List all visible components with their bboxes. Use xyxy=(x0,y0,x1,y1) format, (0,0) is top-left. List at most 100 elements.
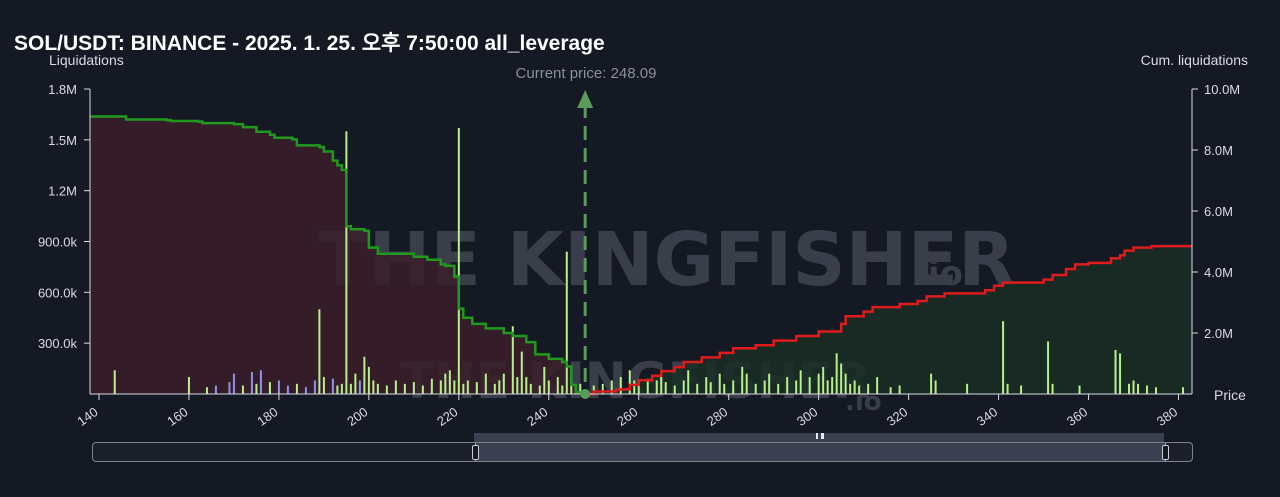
liquidation-bar xyxy=(421,385,424,394)
range-window[interactable] xyxy=(472,443,1169,461)
liquidation-bar xyxy=(723,383,726,394)
x-tick-label: 180 xyxy=(254,404,280,429)
liquidation-bar xyxy=(831,377,834,394)
liquidation-bar xyxy=(1078,385,1081,394)
liquidation-bar xyxy=(304,387,307,394)
liquidation-bar xyxy=(295,383,298,394)
range-grip-icon[interactable] xyxy=(816,433,824,439)
liquidation-bar xyxy=(336,385,339,394)
liquidation-bar xyxy=(777,383,780,394)
chart-title: SOL/USDT: BINANCE - 2025. 1. 25. 오후 7:50… xyxy=(14,32,605,55)
liquidation-bar xyxy=(1182,387,1185,394)
y-right-tick-label: 4.0M xyxy=(1204,265,1233,280)
liquidation-bar xyxy=(763,380,766,394)
liquidation-bar xyxy=(462,383,465,394)
liquidation-bar xyxy=(187,377,190,394)
liquidation-bar xyxy=(930,373,933,394)
liquidation-bar xyxy=(808,377,811,394)
liquidation-bar xyxy=(444,373,447,394)
liquidation-bar xyxy=(1047,341,1050,394)
liquidation-bar xyxy=(412,382,415,394)
x-tick-label: 380 xyxy=(1154,404,1180,429)
range-handle-left[interactable] xyxy=(472,445,479,460)
x-tick-label: 340 xyxy=(974,404,1000,429)
liquidation-bar xyxy=(322,377,325,394)
liquidation-bar xyxy=(457,127,460,394)
liquidation-bar xyxy=(516,377,519,394)
liquidation-bar xyxy=(394,380,397,394)
liquidation-bar xyxy=(250,371,253,394)
liquidation-bar xyxy=(898,385,901,394)
liquidation-bar xyxy=(538,385,541,394)
liquidation-bar xyxy=(709,382,712,394)
current-price-dot xyxy=(580,389,591,399)
liquidation-bar xyxy=(570,380,573,394)
liquidation-bar xyxy=(840,363,843,394)
y-left-tick-label: 1.5M xyxy=(48,133,77,148)
range-handle-right[interactable] xyxy=(1162,445,1169,460)
liquidation-bar xyxy=(232,373,235,394)
liquidation-bar xyxy=(745,373,748,394)
liquidation-bar xyxy=(403,383,406,394)
liquidation-bar xyxy=(619,377,622,394)
liquidation-bar xyxy=(1128,383,1131,394)
y-left-tick-label: 1.8M xyxy=(48,82,77,97)
y-left-axis-title: Liquidations xyxy=(49,52,124,68)
liquidation-bar xyxy=(966,383,969,394)
liquidation-bar xyxy=(592,385,595,394)
liquidation-bar xyxy=(354,373,357,394)
liquidation-bar xyxy=(556,377,559,394)
liquidation-bar xyxy=(687,370,690,394)
liquidation-bar xyxy=(277,380,280,394)
liquidation-bar xyxy=(439,380,442,394)
liquidation-bar xyxy=(876,377,879,394)
liquidation-bar xyxy=(799,370,802,394)
liquidation-bar xyxy=(255,383,258,394)
liquidation-bar xyxy=(1137,383,1140,394)
liquidation-bar xyxy=(1132,380,1135,394)
liquidation-bar xyxy=(448,370,451,394)
liquidation-bar xyxy=(498,380,501,394)
liquidation-bar xyxy=(655,380,658,394)
liquidation-bar xyxy=(844,373,847,394)
liquidation-bar xyxy=(628,370,631,394)
liquidation-bar xyxy=(525,377,528,394)
liquidation-bar xyxy=(1051,383,1054,394)
liquidation-bar xyxy=(889,387,892,394)
liquidation-bar xyxy=(475,382,478,394)
liquidation-bar xyxy=(835,353,838,394)
liquidation-bar xyxy=(1020,385,1023,394)
liquidation-bar xyxy=(732,380,735,394)
liquidation-bar xyxy=(1119,353,1122,394)
x-tick-label: 160 xyxy=(164,404,190,429)
liquidation-bar xyxy=(849,383,852,394)
liquidation-bar xyxy=(786,377,789,394)
liquidation-bar xyxy=(826,380,829,394)
y-right-tick-label: 6.0M xyxy=(1204,204,1233,219)
range-selector-top[interactable] xyxy=(474,433,1164,442)
liquidation-bar xyxy=(466,380,469,394)
liquidation-bar xyxy=(214,385,217,394)
short-area-fill xyxy=(90,116,586,394)
liquidation-bar xyxy=(205,387,208,394)
liquidation-bar xyxy=(331,378,334,394)
liquidation-bar xyxy=(502,373,505,394)
liquidation-bar xyxy=(228,382,231,394)
liquidation-bar xyxy=(345,131,348,394)
liquidation-bar xyxy=(795,380,798,394)
liquidation-bar xyxy=(520,351,523,394)
liquidation-bar xyxy=(376,383,379,394)
range-scrollbar[interactable] xyxy=(92,442,1193,462)
liquidation-bar xyxy=(1002,321,1005,394)
current-price-arrow-icon xyxy=(577,90,594,108)
liquidation-bar xyxy=(768,373,771,394)
short-cum-line xyxy=(90,115,587,394)
liquidation-bar xyxy=(453,380,456,394)
liquidation-bar xyxy=(579,383,582,394)
liquidation-bar xyxy=(318,309,321,394)
liquidation-bar xyxy=(673,385,676,394)
liquidation-bar xyxy=(822,366,825,394)
liquidation-bar xyxy=(741,366,744,394)
liquidation-bar xyxy=(646,378,649,394)
liquidation-bar xyxy=(853,380,856,394)
